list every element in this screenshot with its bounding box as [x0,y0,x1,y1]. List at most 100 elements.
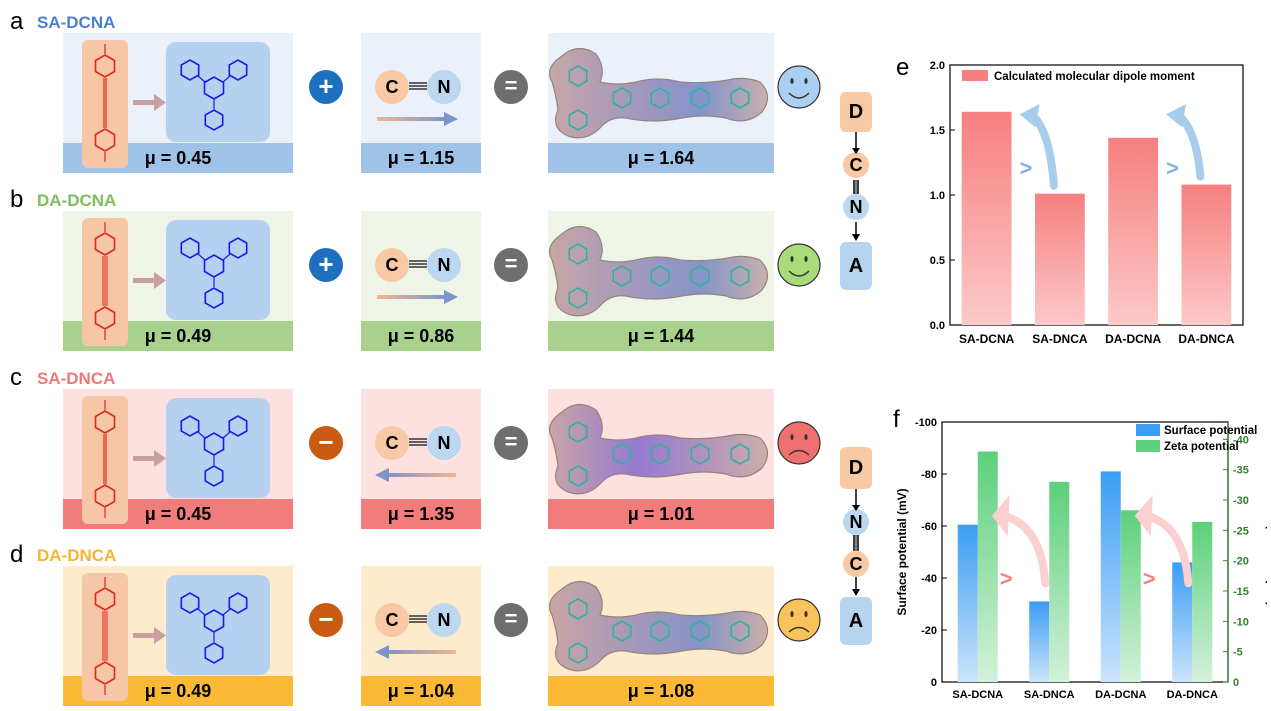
y-tick-label: 0.5 [930,255,945,267]
zeta-potential-bar [1049,481,1070,682]
y-right-tick-label: -10 [1233,616,1249,628]
donor-to-acceptor-arrow [133,450,166,467]
phenyl-ring [204,287,224,309]
esp-ring [568,243,588,265]
y-right-axis-label: Zeta potential (mV) [1265,498,1267,606]
esp-surface-molecule [549,225,769,317]
y-right-tick-label: -35 [1233,465,1249,477]
y-tick-label: -60 [921,521,937,533]
chain-bottom-c: C [843,551,869,577]
mu-right-label: μ = 1.64 [548,143,774,173]
mu-right-label: μ = 1.01 [548,499,774,529]
acceptor-molecule [166,220,270,320]
y-tick-label: -100 [915,417,937,429]
mu-mid-label: μ = 1.15 [361,143,481,173]
triple-bond [409,82,427,90]
panel-title: SA-DCNA [37,13,116,32]
carbon-atom: C [375,426,409,460]
phenyl-ring [228,592,248,614]
donor-molecule [82,40,128,168]
equals-icon: = [494,426,528,460]
smiley-face-icon [777,65,821,109]
esp-ring [612,265,632,287]
esp-ring [730,265,750,287]
greater-than-label: > [1020,156,1033,181]
esp-ring [690,620,710,642]
panel-graphics [82,218,821,346]
surface-potential-bar [957,524,978,682]
y-tick-label: 2.0 [930,60,945,72]
bar [961,111,1012,325]
acceptor-molecule [166,42,270,142]
phenyl-ring [94,484,116,508]
plus-icon: + [309,70,343,104]
y-right-tick-label: -25 [1233,525,1249,537]
triple-bond [409,438,427,446]
panel-title: DA-DCNA [37,191,117,210]
chain-top-n: N [843,194,869,220]
esp-ring [568,421,588,443]
y-tick-label: 1.0 [930,190,945,202]
y-axis-label: Surface potential (mV) [895,488,909,615]
phenyl-ring [94,232,116,256]
panel-title: SA-DNCA [37,369,116,388]
equals-icon: = [494,70,528,104]
panel-letter-a: a [10,8,24,35]
chain-bottom-d: D [840,447,872,489]
x-tick-label: DA-DNCA [1167,689,1218,701]
esp-ring [730,443,750,465]
legend-label: Surface potential [1164,425,1257,437]
chain-top-a: A [840,242,872,290]
esp-ring [568,598,588,620]
mu-right-label: μ = 1.44 [548,321,774,351]
x-tick-label: DA-DCNA [1095,689,1146,701]
panel-graphics [82,396,821,524]
mu-mid-label: μ = 1.35 [361,499,481,529]
donor-molecule [82,218,128,346]
esp-ring [568,65,588,87]
x-tick-label: DA-DNCA [1178,332,1234,346]
chain-bottom-n: N [843,509,869,535]
x-tick-label: SA-DNCA [1024,689,1075,701]
chain-bottom-links [852,489,860,596]
esp-ring [612,87,632,109]
phenyl-ring [180,59,200,81]
legend-label: Zeta potential [1164,441,1239,453]
esp-ring [612,443,632,465]
bar [1181,184,1232,325]
esp-surface-molecule [549,47,769,139]
surface-potential-bar [1100,471,1121,682]
panel-letter-c: c [10,364,22,391]
phenyl-ring [94,306,116,330]
esp-ring [650,265,670,287]
phenyl-ring [94,410,116,434]
phenyl-ring [94,587,116,611]
esp-ring [690,87,710,109]
nitrogen-atom: N [427,70,461,104]
panel-graphics [82,573,821,701]
dipole-arrow-right [377,112,458,126]
acceptor-molecule [166,398,270,498]
phenyl-ring [228,59,248,81]
esp-ring [568,465,588,487]
esp-ring [730,87,750,109]
bar [1034,193,1085,325]
comparison-arrow: > [1019,104,1058,190]
minus-icon: − [309,426,343,460]
phenyl-ring [94,128,116,152]
esp-ring [568,287,588,309]
chain-bottom-a: A [840,597,872,645]
greater-than-label: > [1166,156,1179,181]
x-tick-label: SA-DNCA [1032,332,1088,346]
esp-ring [690,443,710,465]
comparison-arrow: > [1166,104,1205,181]
y-right-tick-label: -5 [1233,647,1243,659]
y-tick-label: -40 [921,573,937,585]
phenyl-ring [180,237,200,259]
greater-than-label: > [1000,566,1013,591]
panel-title: DA-DNCA [37,546,117,565]
y-tick-label: 0.0 [930,320,945,332]
phenyl-ring [180,415,200,437]
surface-potential-bar [1172,562,1193,682]
panel-letter-d: d [10,541,24,568]
